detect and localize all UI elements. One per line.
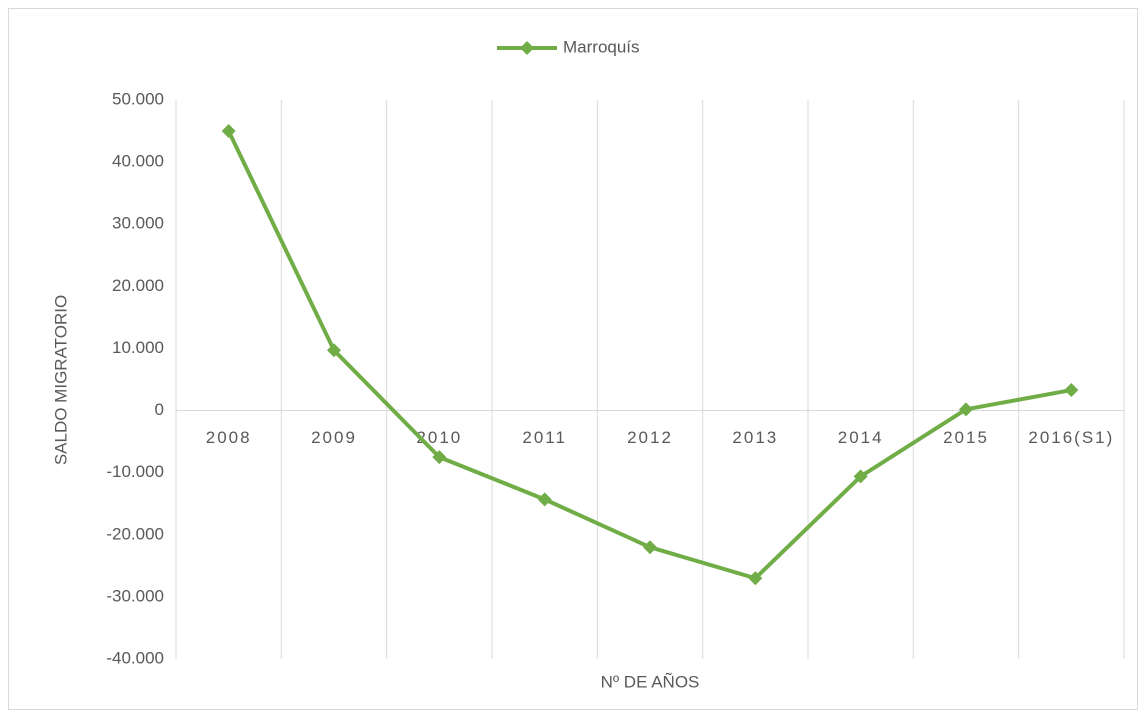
- x-axis-label: Nº DE AÑOS: [601, 672, 700, 691]
- y-tick-label: 0: [155, 400, 164, 419]
- marker: [1064, 383, 1079, 398]
- y-tick-label: 30.000: [112, 214, 164, 233]
- x-tick-label: 2016(S1): [1028, 428, 1114, 447]
- marker: [221, 124, 236, 139]
- y-tick-label: 40.000: [112, 152, 164, 171]
- marker: [432, 450, 447, 465]
- marker: [853, 469, 868, 484]
- x-tick-label: 2012: [627, 428, 673, 447]
- y-tick-label: -30.000: [106, 586, 164, 605]
- marker: [643, 540, 657, 555]
- x-tick-label: 2010: [416, 428, 462, 447]
- x-tick-label: 2008: [206, 428, 252, 447]
- y-tick-label: 10.000: [112, 338, 164, 357]
- x-tick-label: 2013: [732, 428, 778, 447]
- x-tick-label: 2009: [311, 428, 357, 447]
- y-tick-label: 50.000: [112, 89, 164, 108]
- x-tick-label: 2015: [943, 428, 989, 447]
- legend-marker: [520, 41, 534, 55]
- marker: [537, 492, 552, 507]
- y-tick-label: -20.000: [106, 524, 164, 543]
- chart-border: [8, 8, 1138, 710]
- x-tick-label: 2014: [838, 428, 884, 447]
- y-axis-label: SALDO MIGRATORIO: [51, 295, 70, 465]
- marker: [327, 343, 341, 358]
- marker: [748, 571, 763, 586]
- y-tick-label: -40.000: [106, 648, 164, 667]
- y-tick-label: -10.000: [106, 462, 164, 481]
- x-tick-label: 2011: [522, 428, 567, 447]
- marker: [959, 402, 973, 417]
- legend-label: Marroquís: [563, 37, 640, 56]
- y-tick-label: 20.000: [112, 276, 164, 295]
